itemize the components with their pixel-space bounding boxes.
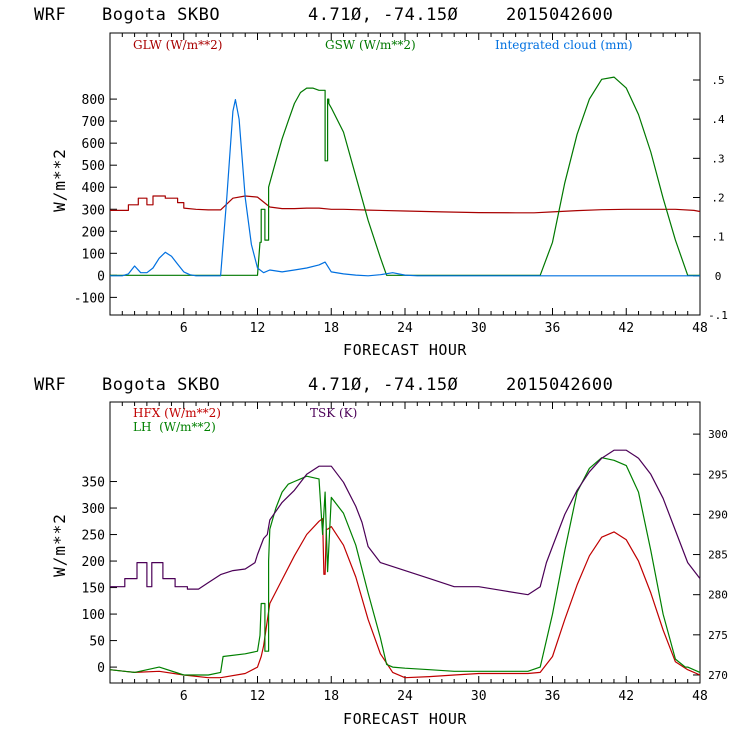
y-tick-label: 150 — [82, 582, 105, 597]
y-tick-label: 0 — [97, 269, 105, 284]
x-tick-label: 24 — [397, 689, 413, 704]
series-line-glw — [110, 195, 701, 214]
y-tick-label: 800 — [82, 93, 105, 108]
header-run: 2015042600 — [506, 5, 613, 25]
header-run: 2015042600 — [506, 375, 613, 395]
x-tick-label: 12 — [250, 321, 266, 336]
y2-tick-label: .5 — [711, 74, 724, 87]
y2-tick-label: 290 — [708, 508, 728, 521]
y-tick-label: 700 — [82, 115, 105, 130]
y-tick-label: 300 — [82, 203, 105, 218]
y2-tick-label: 275 — [708, 629, 728, 642]
y2-tick-label: 0 — [715, 270, 722, 283]
header-model: WRF — [34, 375, 66, 395]
y2-tick-label: .2 — [711, 192, 724, 205]
y-tick-label: 100 — [82, 608, 105, 623]
series-line-tsk — [110, 449, 701, 596]
y2-tick-label: .4 — [711, 113, 725, 126]
series-line-gsw — [110, 76, 700, 276]
y-tick-label: 350 — [82, 476, 105, 491]
y-tick-label: 50 — [89, 635, 105, 650]
legend-hfx: HFX (W/m**2) — [133, 406, 221, 420]
y-tick-label: -100 — [74, 291, 105, 306]
y-tick-label: 400 — [82, 181, 105, 196]
y2-tick-label: 295 — [708, 468, 728, 481]
y-tick-label: 200 — [82, 225, 105, 240]
x-axis-label: FORECAST HOUR — [343, 710, 467, 728]
y2-tick-label: 280 — [708, 589, 728, 602]
y-tick-label: 200 — [82, 555, 105, 570]
panel-fluxes: WRF Bogota SKBO 4.71Ø, -74.15Ø 201504260… — [34, 375, 728, 728]
plot-frame — [109, 32, 701, 316]
header-coords: 4.71Ø, -74.15Ø — [308, 5, 458, 25]
x-tick-label: 48 — [692, 689, 708, 704]
x-tick-label: 42 — [618, 321, 634, 336]
legend-tsk: TSK (K) — [310, 406, 357, 420]
y2-tick-label: .1 — [711, 231, 724, 244]
y2-tick-label: .3 — [711, 152, 724, 165]
legend-lh: LH (W/m**2) — [133, 420, 216, 434]
series-line-integrated — [110, 99, 700, 277]
header-model: WRF — [34, 5, 66, 25]
x-tick-label: 12 — [250, 689, 266, 704]
plot-frame — [109, 401, 701, 684]
header-coords: 4.71Ø, -74.15Ø — [308, 375, 458, 395]
y2-tick-label: 300 — [708, 428, 728, 441]
y-axis-label: W/m**2 — [50, 513, 69, 577]
legend-glw: GLW (W/m**2) — [133, 38, 222, 52]
x-axis-label: FORECAST HOUR — [343, 341, 467, 359]
x-tick-label: 6 — [180, 321, 188, 336]
x-tick-label: 6 — [180, 689, 188, 704]
x-tick-label: 30 — [471, 321, 487, 336]
x-tick-label: 30 — [471, 689, 487, 704]
y-tick-label: 100 — [82, 247, 105, 262]
header-station: Bogota SKBO — [102, 5, 220, 25]
y2-tick-label: 270 — [708, 669, 728, 682]
legend-gsw: GSW (W/m**2) — [325, 38, 416, 52]
x-tick-label: 18 — [323, 321, 339, 336]
panel-radiation: WRF Bogota SKBO 4.71Ø, -74.15Ø 201504260… — [34, 5, 728, 359]
y-tick-label: 300 — [82, 502, 105, 517]
x-tick-label: 24 — [397, 321, 413, 336]
x-tick-label: 18 — [323, 689, 339, 704]
x-tick-label: 42 — [618, 689, 634, 704]
header-station: Bogota SKBO — [102, 375, 220, 395]
series-line-hfx — [109, 518, 701, 679]
legend-cloud: Integrated cloud (mm) — [495, 38, 633, 52]
y2-tick-label: -.1 — [708, 309, 728, 322]
x-tick-label: 36 — [545, 689, 561, 704]
y-axis-label: W/m**2 — [50, 148, 69, 212]
series-line-lh — [109, 457, 701, 676]
y-tick-label: 500 — [82, 159, 105, 174]
x-tick-label: 48 — [692, 321, 708, 336]
y-tick-label: 0 — [97, 661, 105, 676]
y2-tick-label: 285 — [708, 549, 728, 562]
y-tick-label: 250 — [82, 529, 105, 544]
x-tick-label: 36 — [545, 321, 561, 336]
y-tick-label: 600 — [82, 137, 105, 152]
